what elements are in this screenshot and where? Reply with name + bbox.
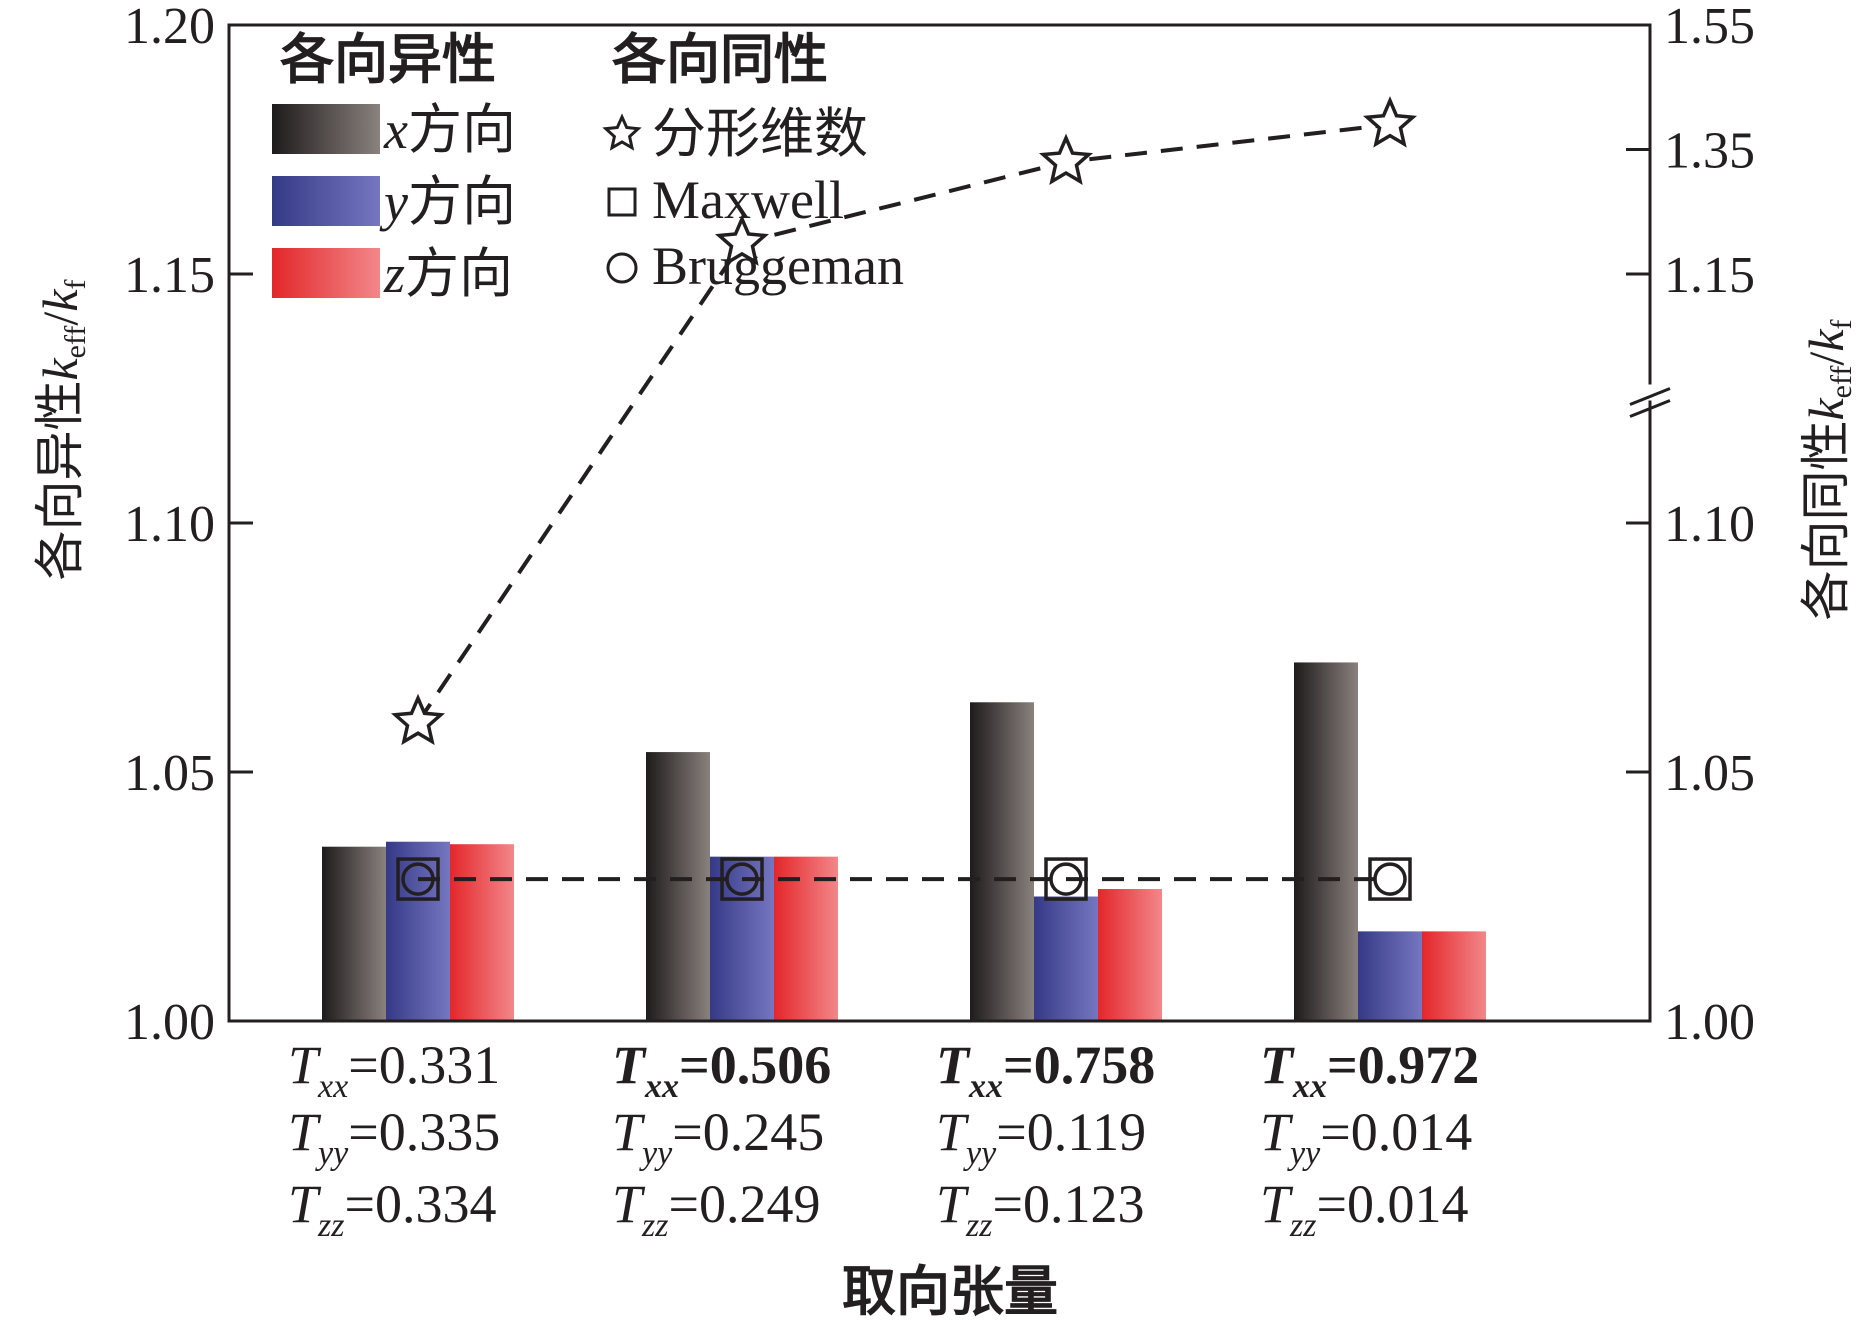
legend-circle-icon (606, 252, 638, 284)
bar-z-1 (774, 856, 838, 1021)
square-marker (1044, 857, 1088, 901)
bar-y-0 (386, 841, 450, 1021)
legend-swatch-z (272, 248, 380, 298)
y-left-tick-label: 1.00 (124, 994, 215, 1051)
category-label: Tzz=0.334 (288, 1174, 496, 1244)
axis-break-mark (1629, 399, 1671, 418)
bars-layer (322, 662, 1486, 1021)
bar-x-1 (646, 752, 710, 1021)
legend-label-y: y方向 (379, 172, 516, 232)
category-label: Tzz=0.123 (936, 1174, 1144, 1244)
svg-text:各向同性keff/kf: 各向同性keff/kf (1798, 319, 1857, 620)
legend-label-fractal: 分形维数 (652, 104, 868, 164)
legend-swatch-y (272, 176, 380, 226)
circle-marker (401, 862, 435, 896)
category-label: Tyy=0.245 (612, 1102, 824, 1172)
y-right-tick-label: 1.10 (1664, 496, 1755, 553)
axes-layer: 1.00 1.05 1.10 1.15 1.20 1.00 1.05 1.10 1.15 1.35… (124, 0, 1755, 1051)
legend-label-maxwell: Maxwell (652, 170, 844, 230)
y-right-tick-label: 1.55 (1664, 0, 1755, 55)
category-label: Txx=0.506 (612, 1035, 831, 1105)
category-labels: Txx=0.331Tyy=0.335Tzz=0.334Txx=0.506Tyy=… (288, 1035, 1479, 1244)
circle-marker (1049, 862, 1083, 896)
star-marker (1038, 133, 1094, 185)
y-axis-left-title: 各向异性keff/kf (32, 279, 91, 580)
y-right-tick-label: 1.05 (1664, 745, 1755, 802)
legend-isotropic-title: 各向同性 (612, 30, 828, 90)
category-label: Txx=0.331 (288, 1035, 500, 1105)
category-label: Txx=0.972 (1260, 1035, 1479, 1105)
category-label: Tyy=0.014 (1260, 1102, 1472, 1172)
markers-layer (390, 96, 1418, 901)
star-marker (1362, 96, 1418, 148)
square-marker (720, 857, 764, 901)
bar-x-3 (1294, 662, 1358, 1021)
lines-layer (416, 122, 1391, 882)
category-label: Tzz=0.014 (1260, 1174, 1468, 1244)
y-left-tick-label: 1.20 (124, 0, 215, 55)
category-label: Txx=0.758 (936, 1035, 1155, 1105)
y-right-tick-label: 1.00 (1664, 994, 1755, 1051)
axis-break-mark (1629, 387, 1671, 406)
legend-label-bruggeman: Bruggeman (652, 236, 904, 296)
y-right-tick-label: 1.35 (1664, 123, 1755, 180)
bar-z-2 (1098, 889, 1162, 1021)
category-label: Tyy=0.335 (288, 1102, 500, 1172)
bar-x-0 (322, 846, 386, 1021)
square-marker (1368, 857, 1412, 901)
circle-marker (725, 862, 759, 896)
legend-star-icon (602, 113, 642, 151)
x-axis-title: 取向张量 (842, 1262, 1058, 1322)
bar-y-1 (710, 856, 774, 1021)
bar-z-3 (1422, 931, 1486, 1021)
square-marker (396, 857, 440, 901)
y-axis-right-title: 各向同性keff/kf (1798, 319, 1857, 620)
bar-x-2 (970, 702, 1034, 1021)
svg-text:各向异性keff/kf: 各向异性keff/kf (32, 279, 91, 580)
bar-y-3 (1358, 931, 1422, 1021)
legend-label-x: x方向 (383, 100, 516, 160)
category-label: Tzz=0.249 (612, 1174, 820, 1244)
legend-label-z: z方向 (383, 244, 513, 304)
circle-marker (1373, 862, 1407, 896)
fractal-line (416, 122, 1391, 724)
y-left-tick-label: 1.05 (124, 745, 215, 802)
y-left-tick-label: 1.15 (124, 247, 215, 304)
legend-square-icon (607, 187, 637, 217)
category-label: Tyy=0.119 (936, 1102, 1146, 1172)
star-icon (602, 113, 642, 151)
y-left-tick-label: 1.10 (124, 496, 215, 553)
bar-y-2 (1034, 896, 1098, 1021)
legend-swatch-x (272, 104, 380, 154)
bar-z-0 (450, 844, 514, 1021)
legend-anisotropic-title: 各向异性 (280, 30, 496, 90)
star-marker (390, 693, 446, 746)
y-right-tick-label: 1.15 (1664, 247, 1755, 304)
legend: 各向异性 各向同性 x方向 y方向 z方向 分形维数 Maxwell Brugg… (272, 30, 904, 304)
star-marker (714, 214, 770, 266)
